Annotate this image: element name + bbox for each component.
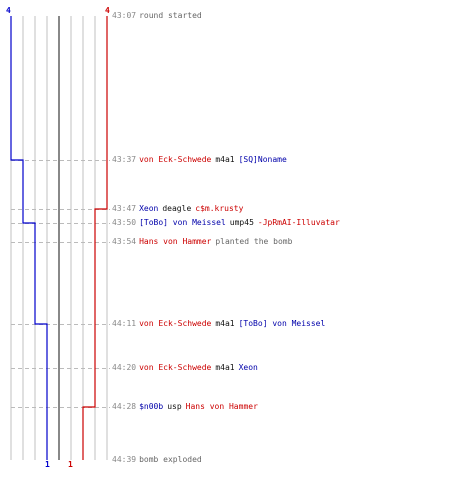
player-grid (10, 16, 108, 460)
t-player-name: von Eck-Schwede (139, 155, 212, 164)
event-row: 43:37 von Eck-Schwede m4a1 [SQ]Noname (112, 155, 291, 165)
event-time: 43:50 (112, 218, 137, 227)
event-guide-lines (11, 160, 110, 408)
ct-team-alive-line (10, 16, 48, 460)
ct-player-name: [ToBo] von Meissel (238, 319, 326, 328)
ct-player-name: Xeon (139, 204, 159, 213)
event-time: 44:20 (112, 363, 137, 372)
event-text: round started (139, 11, 202, 20)
ct-player-name: [SQ]Noname (238, 155, 287, 164)
event-row: 44:28 $n00b usp Hans von Hammer (112, 402, 262, 412)
event-time: 44:39 (112, 455, 137, 464)
event-row: 44:39 bomb exploded (112, 455, 206, 465)
t-player-name: Hans von Hammer (139, 237, 212, 246)
event-time: 43:07 (112, 11, 137, 20)
t-player-name: von Eck-Schwede (139, 319, 212, 328)
event-row: 43:47 Xeon deagle c$m.krusty (112, 204, 247, 214)
weapon-name: usp (167, 402, 182, 411)
event-row: 43:07 round started (112, 11, 206, 21)
weapon-name: m4a1 (215, 319, 235, 328)
t-end-count: 1 (68, 460, 73, 469)
event-text: planted the bomb (215, 237, 293, 246)
t-start-count: 4 (105, 6, 110, 15)
ct-player-name: [ToBo] von Meissel (139, 218, 226, 227)
t-player-name: c$m.krusty (195, 204, 244, 213)
weapon-name: m4a1 (215, 155, 235, 164)
ct-start-count: 4 (6, 6, 11, 15)
ct-end-count: 1 (45, 460, 50, 469)
t-player-name: Hans von Hammer (185, 402, 258, 411)
event-text: bomb exploded (139, 455, 202, 464)
ct-player-name: $n00b (139, 402, 164, 411)
weapon-name: deagle (162, 204, 192, 213)
event-time: 43:54 (112, 237, 137, 246)
event-row: 44:11 von Eck-Schwede m4a1 [ToBo] von Meiss… (112, 319, 329, 329)
t-team-alive-line (82, 16, 108, 460)
t-player-name: von Eck-Schwede (139, 363, 212, 372)
ct-player-name: Xeon (238, 363, 258, 372)
event-time: 44:28 (112, 402, 137, 411)
t-player-name: -JpRmAI-Illuvatar (257, 218, 340, 227)
weapon-name: m4a1 (215, 363, 235, 372)
weapon-name: ump45 (229, 218, 254, 227)
event-row: 43:50 [ToBo] von Meissel ump45 -JpRmAI-Illu… (112, 218, 344, 228)
event-row: 44:20 von Eck-Schwede m4a1 Xeon (112, 363, 262, 373)
event-row: 43:54 Hans von Hammer planted the bomb (112, 237, 296, 247)
event-time: 43:37 (112, 155, 137, 164)
event-time: 43:47 (112, 204, 137, 213)
event-time: 44:11 (112, 319, 137, 328)
